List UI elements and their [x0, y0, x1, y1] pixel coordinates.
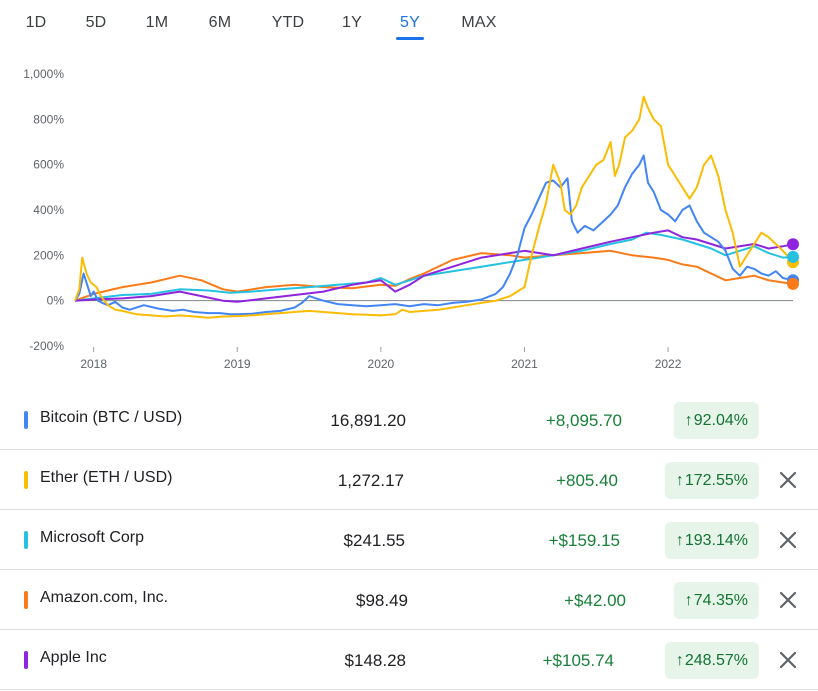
x-tick-label: 2022 — [655, 357, 682, 371]
series-color-swatch — [24, 591, 28, 609]
percent-change-badge: ↑74.35% — [673, 582, 759, 619]
series-color-swatch — [24, 531, 28, 549]
asset-price: 16,891.20 — [330, 411, 406, 430]
list-item-microsoft[interactable]: Microsoft Corp $241.55 +$159.15 ↑193.14% — [0, 510, 818, 570]
list-item-amazon[interactable]: Amazon.com, Inc. $98.49 +$42.00 ↑74.35% — [0, 570, 818, 630]
asset-name: Ether (ETH / USD) — [40, 469, 173, 486]
asset-change: +$42.00 — [564, 591, 626, 610]
percent-change-badge: ↑248.57% — [664, 642, 759, 679]
arrow-up-icon: ↑ — [675, 652, 684, 669]
tab-1m[interactable]: 1M — [145, 14, 169, 31]
tab-max[interactable]: MAX — [461, 14, 497, 31]
asset-change: +8,095.70 — [545, 411, 622, 430]
arrow-up-icon: ↑ — [675, 472, 684, 489]
list-item-bitcoin[interactable]: Bitcoin (BTC / USD) 16,891.20 +8,095.70 … — [0, 390, 818, 450]
tab-6m[interactable]: 6M — [208, 14, 232, 31]
close-icon[interactable] — [776, 648, 800, 672]
tab-ytd[interactable]: YTD — [271, 14, 305, 31]
tab-1y[interactable]: 1Y — [342, 14, 362, 31]
tab-1d[interactable]: 1D — [25, 14, 47, 31]
y-tick-label: 800% — [33, 112, 64, 126]
percent-change-badge: ↑193.14% — [664, 522, 759, 559]
y-tick-label: 1,000% — [23, 67, 64, 81]
x-tick-label: 2021 — [511, 357, 538, 371]
asset-change: +$105.74 — [542, 651, 614, 670]
x-tick-label: 2019 — [224, 357, 251, 371]
y-tick-label: -200% — [29, 339, 64, 353]
comparison-line-chart[interactable]: 1,000% 800% 600% 400% 200% 0% -200% 2018 2019 20… — [0, 55, 818, 385]
x-tick-label: 2020 — [368, 357, 395, 371]
tab-5d[interactable]: 5D — [85, 14, 107, 31]
series-color-swatch — [24, 471, 28, 489]
asset-name: Amazon.com, Inc. — [40, 589, 169, 606]
series-end-marker — [787, 238, 799, 251]
asset-price: $98.49 — [356, 591, 408, 610]
asset-price: $241.55 — [343, 531, 405, 550]
series-line-apple-inc — [74, 229, 794, 303]
list-item-ether[interactable]: Ether (ETH / USD) 1,272.17 +805.40 ↑172.… — [0, 450, 818, 510]
series-line-microsoft-corp — [74, 231, 794, 302]
comparison-list: Bitcoin (BTC / USD) 16,891.20 +8,095.70 … — [0, 390, 818, 690]
series-line-bitcoin-btc-usd — [74, 154, 794, 316]
tab-5y[interactable]: 5Y — [396, 14, 424, 40]
arrow-up-icon: ↑ — [684, 412, 693, 429]
y-tick-label: 600% — [33, 158, 64, 172]
asset-name: Microsoft Corp — [40, 529, 145, 546]
series-line-ether-eth-usd — [74, 95, 794, 319]
series-color-swatch — [24, 411, 28, 429]
series-line-amazon-com-inc — [74, 249, 794, 302]
close-icon[interactable] — [776, 588, 800, 612]
percent-change-badge: ↑172.55% — [664, 462, 759, 499]
asset-change: +$159.15 — [548, 531, 620, 550]
asset-price: 1,272.17 — [337, 471, 404, 490]
y-tick-label: 0% — [47, 294, 65, 308]
asset-price: $148.28 — [344, 651, 406, 670]
series-end-marker — [787, 277, 799, 290]
series-end-marker — [787, 250, 799, 263]
series-color-swatch — [24, 651, 28, 669]
percent-change-badge: ↑92.04% — [673, 402, 759, 439]
arrow-up-icon: ↑ — [684, 592, 693, 609]
y-tick-label: 200% — [33, 248, 64, 262]
range-tabs: 1D 5D 1M 6M YTD 1Y 5Y MAX — [0, 0, 818, 46]
asset-change: +805.40 — [556, 471, 618, 490]
list-item-apple[interactable]: Apple Inc $148.28 +$105.74 ↑248.57% — [0, 630, 818, 690]
x-tick-label: 2018 — [80, 357, 107, 371]
close-icon[interactable] — [776, 528, 800, 552]
y-tick-label: 400% — [33, 203, 64, 217]
close-icon[interactable] — [776, 468, 800, 492]
asset-name: Apple Inc — [40, 649, 107, 666]
arrow-up-icon: ↑ — [675, 532, 684, 549]
asset-name: Bitcoin (BTC / USD) — [40, 409, 183, 426]
